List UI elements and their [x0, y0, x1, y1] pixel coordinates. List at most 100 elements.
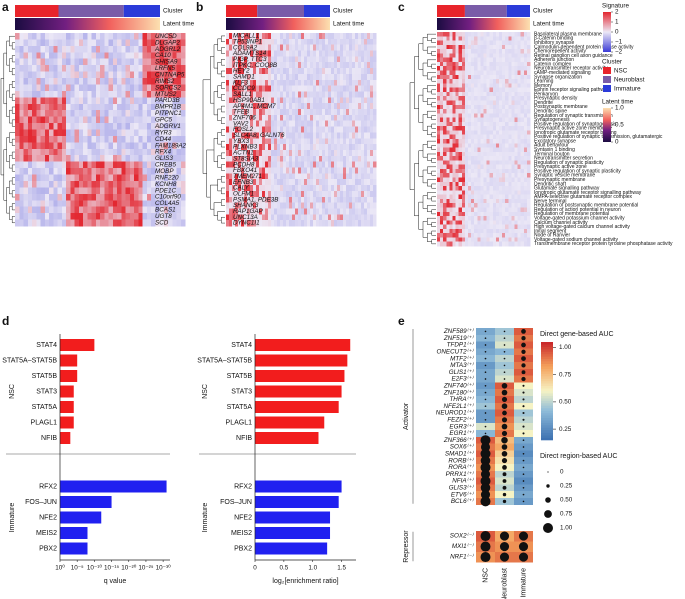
heatmap-cell [468, 156, 472, 161]
heatmap-cell [370, 144, 374, 151]
panel-label: e [398, 314, 405, 328]
heatmap-cell [483, 117, 487, 123]
heatmap-cell [265, 68, 269, 75]
heatmap-cell [458, 211, 463, 217]
heatmap-cell [289, 50, 293, 57]
heatmap-cell [138, 52, 143, 60]
heatmap-cell [138, 155, 143, 162]
heatmap-cell [461, 117, 466, 123]
heatmap-cell [304, 220, 308, 227]
heatmap-cell [307, 144, 311, 151]
heatmap-cell [244, 50, 248, 57]
heatmap-cell [483, 91, 487, 97]
heatmap-cell [274, 73, 278, 81]
heatmap-cell [104, 155, 109, 162]
heatmap-cell [40, 148, 46, 156]
heatmap-cell [508, 241, 512, 247]
heatmap-cell [256, 97, 260, 104]
heatmap-cell [295, 196, 299, 203]
heatmap-cell [226, 73, 230, 81]
heatmap-cell [271, 103, 275, 110]
gene-label: SALL1 [233, 91, 252, 98]
heatmap-cell [511, 44, 515, 50]
heatmap-cell [449, 32, 453, 37]
heatmap-cell [313, 167, 317, 174]
heatmap-cell [495, 87, 500, 93]
heatmap-cell [458, 151, 463, 157]
heatmap-cell [440, 40, 444, 46]
heatmap-cell [271, 126, 275, 133]
heatmap-cell [443, 49, 447, 54]
heatmap-cell [180, 155, 186, 162]
heatmap-cell [468, 96, 472, 101]
heatmap-cell [449, 211, 453, 217]
heatmap-cell [176, 58, 182, 66]
heatmap-cell [310, 38, 314, 45]
heatmap-cell [49, 45, 54, 53]
heatmap-cell [44, 90, 50, 98]
heatmap-cell [271, 68, 275, 75]
heatmap-cell [316, 79, 320, 86]
heatmap-cell [352, 208, 356, 215]
heatmap-cell [310, 149, 314, 157]
heatmap-cell [138, 33, 143, 40]
heatmap-cell [235, 149, 239, 157]
heatmap-cell [440, 186, 444, 191]
heatmap-cell [514, 181, 518, 187]
heatmap-cell [325, 126, 329, 133]
heatmap-cell [322, 126, 326, 133]
heatmap-cell [271, 33, 275, 40]
heatmap-cell [331, 149, 335, 157]
heatmap-cell [61, 58, 67, 66]
heatmap-cell [474, 104, 478, 110]
heatmap-cell [274, 91, 278, 98]
heatmap-cell [238, 33, 242, 40]
heatmap-cell [250, 214, 254, 221]
heatmap-cell [121, 78, 126, 85]
heatmap-cell [247, 214, 251, 221]
term-label: Presynaptic active zone membrane [534, 126, 612, 132]
heatmap-cell [337, 68, 341, 75]
heatmap-cell [316, 56, 320, 63]
heatmap-cell [468, 241, 472, 247]
heatmap-cell [489, 228, 494, 234]
heatmap-cell [253, 38, 257, 45]
heatmap-cell [334, 114, 338, 122]
heatmap-cell [486, 224, 490, 230]
heatmap-cell [523, 143, 528, 148]
heatmap-cell [514, 117, 518, 123]
heatmap-cell [83, 135, 88, 143]
heatmap-cell [53, 142, 58, 150]
heatmap-cell [74, 193, 80, 201]
heatmap-cell [526, 109, 531, 114]
x-tick-label: 10⁻²⁵ [138, 565, 153, 572]
heatmap-cell [241, 167, 245, 174]
heatmap-cell [508, 87, 512, 93]
heatmap-cell [483, 186, 487, 191]
heatmap-cell [292, 179, 296, 186]
heatmap-cell [486, 96, 490, 101]
heatmap-cell [298, 126, 302, 133]
heatmap-cell [483, 216, 487, 221]
heatmap-cell [250, 62, 254, 69]
heatmap-cell [461, 194, 466, 200]
heatmap-cell [259, 179, 263, 186]
heatmap-cell [461, 130, 466, 136]
heatmap-cell [471, 147, 475, 153]
heatmap-cell [468, 61, 472, 67]
heatmap-cell [241, 97, 245, 104]
heatmap-cell [138, 78, 143, 85]
heatmap-cell [172, 135, 177, 143]
heatmap-cell [151, 193, 156, 201]
heatmap-cell [322, 220, 326, 227]
heatmap-cell [316, 185, 320, 192]
heatmap-cell [301, 79, 305, 86]
heatmap-cell [292, 79, 296, 86]
heatmap-cell [36, 193, 41, 201]
heatmap-cell [346, 185, 350, 192]
heatmap-cell [125, 168, 131, 175]
heatmap-cell [355, 167, 359, 174]
heatmap-cell [112, 39, 118, 47]
heatmap-cell [486, 207, 490, 213]
heatmap-cell [232, 103, 236, 110]
